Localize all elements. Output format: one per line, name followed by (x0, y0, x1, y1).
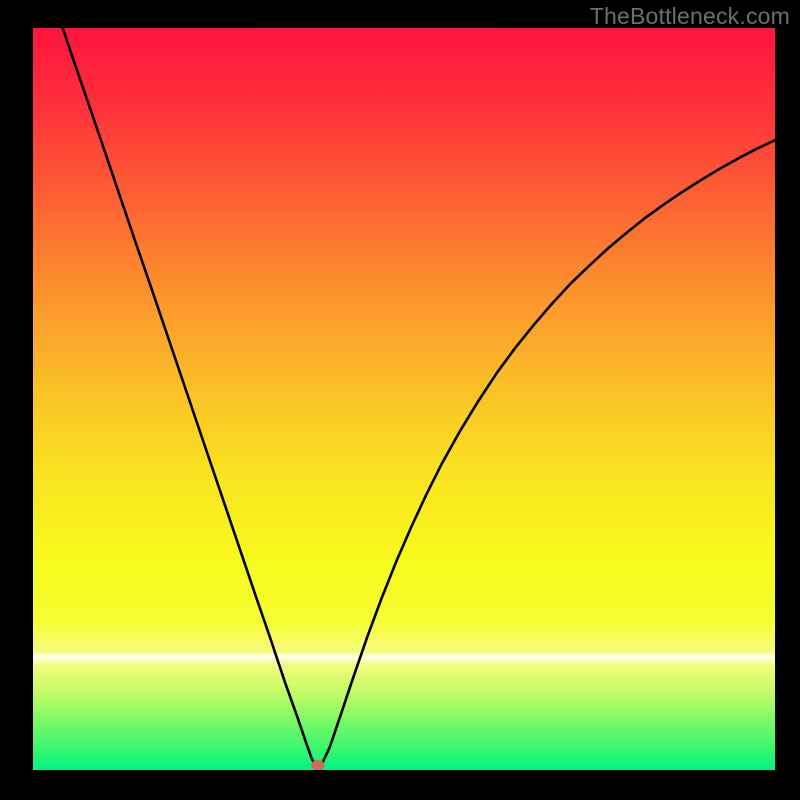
watermark-text: TheBottleneck.com (590, 3, 790, 30)
gradient-background (33, 28, 775, 770)
chart-svg (33, 28, 775, 770)
plot-area (33, 28, 775, 770)
optimal-point-marker (311, 760, 325, 770)
